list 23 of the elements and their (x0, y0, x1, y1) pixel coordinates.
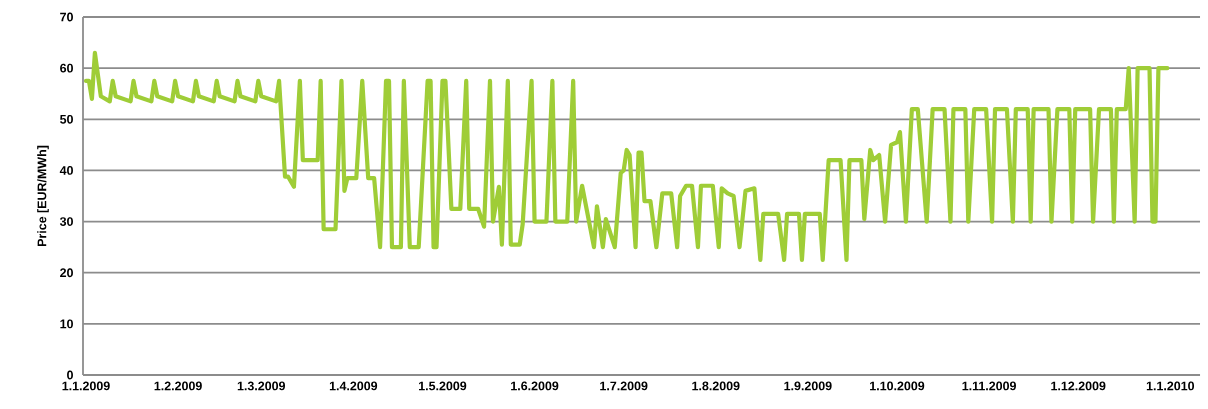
y-tick-label: 60 (60, 63, 73, 73)
x-tick-label: 1.8.2009 (692, 381, 740, 391)
x-tick-label: 1.3.2009 (237, 381, 286, 391)
x-tick-label: 1.10.2009 (870, 381, 925, 391)
x-tick-label: 1.6.2009 (511, 381, 559, 391)
x-tick-label: 1.2.2009 (154, 381, 202, 391)
y-tick-label: 20 (60, 268, 73, 278)
x-tick-label: 1.9.2009 (784, 381, 832, 391)
x-tick-label: 1.5.2009 (419, 381, 467, 391)
y-tick-label: 30 (59, 217, 73, 226)
x-tick-label: 1.1.2009 (62, 381, 110, 391)
y-tick-label: 40 (59, 166, 73, 175)
y-axis-title: Price [EUR/MWh] (37, 145, 49, 247)
x-tick-label: 1.11.2009 (962, 381, 1016, 391)
y-tick-label: 50 (60, 114, 73, 124)
x-tick-label: 1.7.2009 (600, 381, 648, 391)
x-tick-label: 1.12.2009 (1051, 381, 1106, 391)
y-tick-label: 0 (67, 370, 73, 380)
line-series (83, 50, 1170, 263)
y-tick-label: 10 (60, 319, 73, 329)
x-tick-label: 1.1.2010 (1146, 381, 1195, 391)
y-tick-label: 70 (60, 12, 73, 22)
x-tick-label: 1.4.2009 (329, 381, 378, 391)
